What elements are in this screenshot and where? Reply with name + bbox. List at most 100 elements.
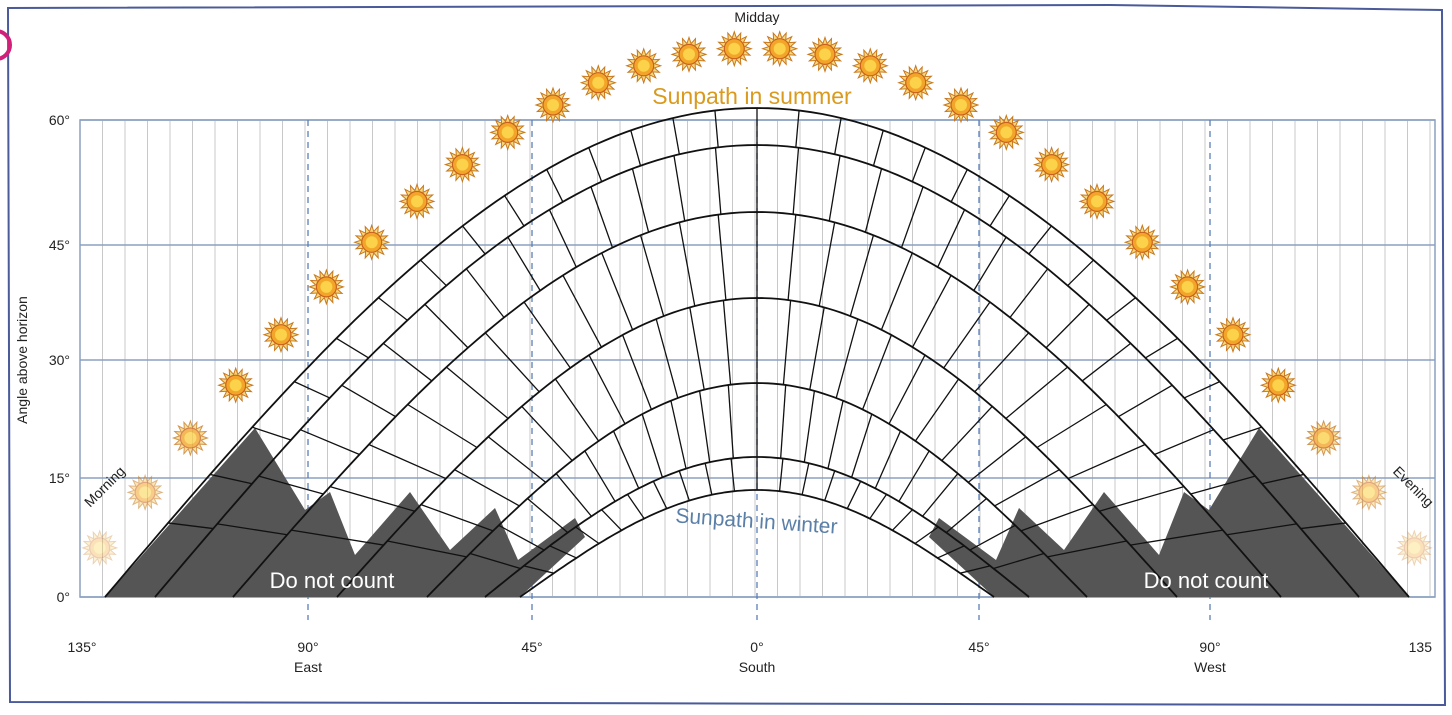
hour-line [1036,403,1107,449]
sun-core [1227,328,1239,341]
hour-line [424,303,469,349]
hour-line [922,473,959,517]
hour-line [818,222,836,307]
hour-line [967,436,1027,483]
hour-line [722,300,732,385]
hour-line [678,222,696,307]
hour-line [673,155,686,222]
hour-line [1067,443,1146,480]
hour-line [655,318,679,399]
hour-line [454,469,520,507]
hour-line [378,297,408,321]
hour-line [575,526,600,545]
hour-line [504,195,525,227]
hour-line [898,450,930,502]
hour-line [803,390,816,463]
sun-core [1181,280,1194,293]
hour-line [850,413,873,478]
hour-line [368,443,447,480]
sun-core [320,280,333,293]
sun [534,86,572,124]
hour-line [959,565,991,574]
hour-line [407,403,478,449]
hour-line [914,526,939,545]
sun-core [93,541,106,554]
hour-line [714,110,719,148]
sun [398,182,436,220]
suns [81,30,1433,567]
hour-line [1020,503,1094,532]
hour-line [621,334,653,410]
x-tick-label: 135° [68,639,97,655]
hour-line [782,300,792,385]
hour-line [554,378,600,442]
sun [1078,182,1116,220]
sun-core [1000,126,1013,139]
sun-core [773,42,786,55]
sun-core [637,59,650,72]
sun [489,113,527,151]
hour-line [1226,523,1297,536]
sun-core [456,158,469,171]
hour-line [809,307,825,390]
hour-line [888,354,926,425]
x-tick-label: 135 [1409,639,1433,655]
hour-line [291,529,384,546]
hour-line [336,337,369,359]
hour-line [869,494,888,519]
hour-line [484,332,540,393]
hour-line [588,354,626,425]
sun [987,113,1025,151]
hour-line [639,235,665,317]
sun [171,419,209,457]
hour-line [652,481,668,509]
hour-line [562,275,603,348]
sun-disc [1403,537,1425,559]
hour-line [911,147,926,182]
hour-line [950,169,968,203]
hour-line [698,390,711,463]
hour-line [584,450,616,502]
y-tick-label: 60° [49,112,70,128]
sun [262,316,300,354]
exclusion-label: Do not count [1144,568,1269,593]
hour-line [1118,384,1173,418]
hour-line [880,252,913,331]
sun-core [955,99,967,111]
hour-line [546,169,564,203]
frame [6,3,1447,707]
hour-line [937,209,966,268]
hour-line [937,545,965,559]
hour-line [672,117,680,155]
hour-line [631,168,650,233]
exclusion-label: Do not count [270,568,395,593]
hour-line [864,168,883,233]
hour-line [420,503,494,532]
hour-line [498,524,545,551]
sun-core [1272,379,1285,392]
sun [1214,316,1252,354]
hour-line [1300,522,1346,530]
hour-line [601,509,623,531]
sun-core [229,379,242,392]
sun [81,529,119,567]
hour-line [678,470,690,501]
hour-line [387,540,467,558]
direction-label: South [739,659,776,675]
hour-line [846,481,862,509]
sun [1259,366,1297,404]
sun [353,223,391,261]
direction-label: West [1194,659,1226,675]
x-tick-label: 45° [521,639,542,655]
hour-line [914,378,960,442]
y-tick-label: 30° [49,352,70,368]
x-tick-label: 90° [297,639,318,655]
hour-line [911,275,952,348]
hour-line [730,458,736,492]
sun-core [501,126,514,139]
hour-line [795,110,800,148]
sun-core [184,432,197,444]
hour-line [1261,473,1304,485]
